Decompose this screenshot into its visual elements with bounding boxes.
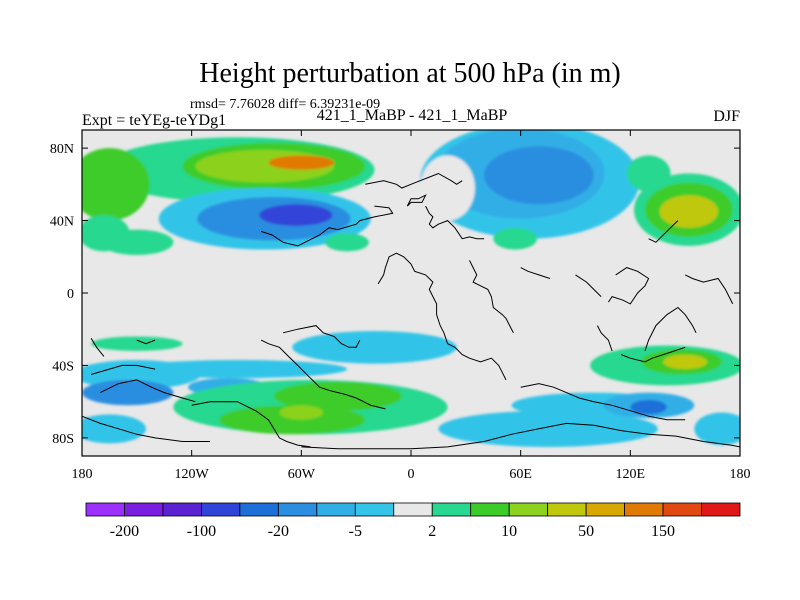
coastline-0 bbox=[260, 205, 394, 247]
coastline-19 bbox=[684, 274, 734, 305]
colorbar-swatch-11 bbox=[508, 502, 549, 517]
coastline-2 bbox=[425, 205, 485, 240]
y-tick-label: 80S bbox=[52, 432, 74, 447]
coastline-16 bbox=[596, 325, 613, 352]
y-tick-label: 80N bbox=[50, 142, 74, 157]
contour-region-34 bbox=[630, 399, 667, 415]
coastline-14 bbox=[520, 383, 686, 421]
contour-region-17 bbox=[626, 155, 671, 192]
colorbar-swatch-13 bbox=[585, 502, 625, 517]
coastline-21 bbox=[520, 267, 551, 279]
colorbar-label: -20 bbox=[268, 523, 289, 540]
contour-region-20 bbox=[91, 336, 183, 351]
colorbar-label: 50 bbox=[578, 523, 594, 540]
colorbar-label: 2 bbox=[428, 523, 436, 540]
coastline-7 bbox=[191, 401, 311, 448]
contour-region-12 bbox=[484, 146, 594, 205]
colorbar-label: -100 bbox=[187, 523, 216, 540]
coastline-22 bbox=[575, 274, 602, 297]
contour-region-21 bbox=[292, 331, 457, 364]
x-tick-label: 120W bbox=[175, 467, 210, 482]
colorbar-swatch-10 bbox=[470, 502, 510, 517]
colorbar: -200 -100 -20 -5 2 10 50 150 bbox=[85, 502, 741, 540]
colorbar-swatch-3 bbox=[201, 502, 241, 517]
colorbar-swatch-0 bbox=[85, 502, 125, 517]
colorbar-swatch-1 bbox=[124, 502, 164, 517]
colorbar-label: 10 bbox=[501, 523, 517, 540]
contour-region-23 bbox=[127, 360, 348, 379]
contour-region-31 bbox=[438, 410, 658, 447]
stats-label: rmsd= 7.76028 diff= 6.39231e-09 bbox=[190, 97, 380, 112]
contour-region-13 bbox=[420, 155, 475, 221]
contour-region-18 bbox=[493, 227, 538, 250]
contour-fields bbox=[82, 130, 740, 447]
contour-region-19 bbox=[325, 233, 369, 252]
colorbar-label: -5 bbox=[349, 523, 362, 540]
y-tick-label: 40N bbox=[50, 215, 74, 230]
coastline-6 bbox=[260, 339, 386, 410]
colorbar-swatch-12 bbox=[547, 502, 587, 517]
contour-region-30 bbox=[82, 414, 146, 444]
chart-title: Height perturbation at 500 hPa (in m) bbox=[199, 58, 620, 89]
coastline-15 bbox=[607, 267, 650, 305]
coastline-10 bbox=[136, 339, 156, 345]
contour-region-24 bbox=[82, 379, 174, 406]
contour-region-4 bbox=[82, 148, 150, 221]
season-label: DJF bbox=[713, 108, 740, 125]
y-tick-label: 40S bbox=[52, 359, 74, 374]
colorbar-swatch-4 bbox=[239, 502, 279, 517]
axis-ticks: 180 120W 60W 0 60E 120E 180 80N 40N 0 40S 80S bbox=[50, 130, 751, 482]
plot-area: 180 120W 60W 0 60E 120E 180 80N 40N 0 40S 80S bbox=[50, 129, 751, 482]
coastline-9 bbox=[90, 338, 105, 357]
coastline-8 bbox=[100, 379, 196, 403]
contour-region-27 bbox=[273, 381, 402, 411]
case-label: 421_1_MaBP - 421_1_MaBP bbox=[317, 107, 508, 124]
colorbar-swatch-16 bbox=[701, 502, 741, 517]
experiment-label: Expt = teYEg-teYDg1 bbox=[82, 112, 226, 129]
coastline-20 bbox=[648, 220, 679, 243]
coastline-17 bbox=[621, 346, 686, 363]
x-tick-label: 60W bbox=[288, 467, 316, 482]
contour-region-29 bbox=[279, 405, 324, 420]
contour-region-28 bbox=[219, 405, 366, 435]
x-tick-label: 0 bbox=[408, 467, 415, 482]
x-tick-label: 180 bbox=[730, 467, 751, 482]
colorbar-swatch-14 bbox=[624, 502, 664, 517]
contour-region-38 bbox=[694, 412, 740, 446]
y-tick-label: 0 bbox=[67, 287, 74, 302]
coastline-3 bbox=[469, 260, 514, 334]
colorbar-swatch-8 bbox=[393, 502, 433, 517]
coastline-13 bbox=[301, 422, 740, 450]
contour-region-7 bbox=[259, 204, 333, 226]
colorbar-swatch-15 bbox=[662, 502, 702, 517]
contour-region-9 bbox=[100, 229, 174, 255]
colorbar-swatch-6 bbox=[316, 502, 356, 517]
colorbar-swatch-9 bbox=[431, 502, 472, 517]
contour-region-3 bbox=[268, 155, 335, 170]
coastline-12 bbox=[82, 415, 210, 442]
x-tick-label: 120E bbox=[616, 467, 646, 482]
coastlines bbox=[82, 172, 740, 450]
coastline-4 bbox=[377, 252, 507, 381]
contour-region-16 bbox=[659, 195, 719, 228]
colorbar-label: 150 bbox=[651, 523, 675, 540]
coastline-11 bbox=[90, 364, 156, 375]
colorbar-swatch-7 bbox=[354, 502, 395, 517]
x-tick-label: 60E bbox=[509, 467, 532, 482]
colorbar-swatch-2 bbox=[162, 502, 202, 517]
coastline-23 bbox=[365, 172, 463, 189]
x-tick-label: 180 bbox=[72, 467, 93, 482]
coastline-5 bbox=[282, 325, 361, 348]
contour-region-37 bbox=[663, 354, 708, 370]
colorbar-label: -200 bbox=[110, 523, 139, 540]
colorbar-swatch-5 bbox=[277, 502, 318, 517]
coastline-1 bbox=[406, 194, 427, 207]
coastline-18 bbox=[644, 306, 697, 352]
